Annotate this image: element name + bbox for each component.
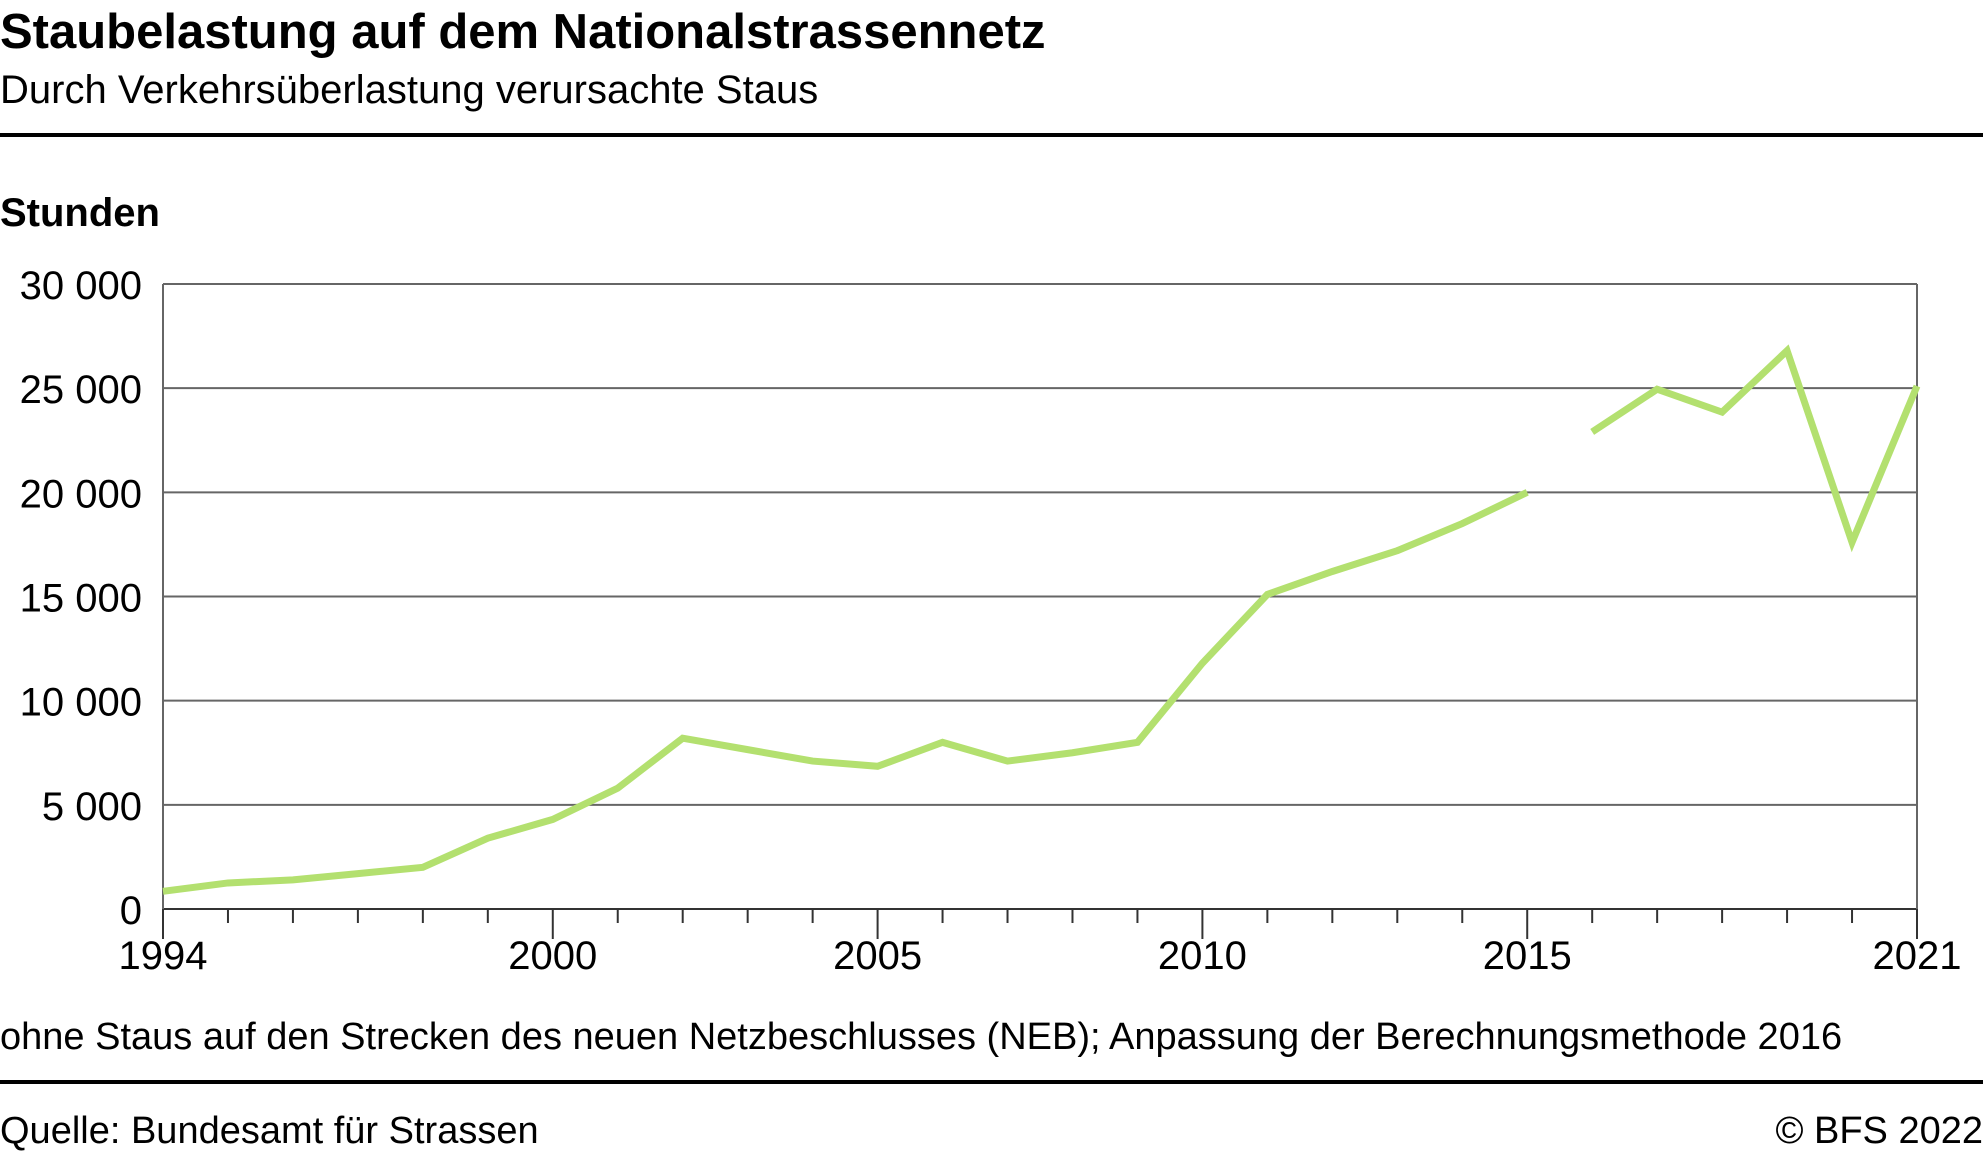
y-tick-label: 10 000 — [20, 681, 142, 725]
series-line-segment — [1590, 344, 1921, 553]
footer-divider — [0, 1080, 1983, 1084]
y-tick-label: 15 000 — [20, 577, 142, 621]
x-tick-label: 1994 — [119, 934, 208, 978]
source-label: Quelle: Bundesamt für Strassen — [0, 1110, 539, 1152]
line-chart: 0 5 000 10 000 15 000 20 000 25 000 30 000 1994… — [20, 264, 1962, 978]
series-line-segment — [162, 489, 1529, 895]
y-tick-label: 25 000 — [20, 368, 142, 412]
y-tick-label: 0 — [120, 889, 142, 933]
series-layer — [162, 344, 1921, 895]
x-tick-label: 2000 — [508, 934, 597, 978]
chart-title: Staubelastung auf dem Nationalstrassenne… — [0, 5, 1046, 59]
chart-footnote: ohne Staus auf den Strecken des neuen Ne… — [0, 1016, 1843, 1058]
y-tick-label: 30 000 — [20, 264, 142, 308]
copyright-label: © BFS 2022 — [1775, 1110, 1983, 1152]
y-tick-label: 20 000 — [20, 472, 142, 516]
x-tick-label: 2021 — [1873, 934, 1962, 978]
y-axis-unit-label: Stunden — [0, 191, 160, 235]
chart-subtitle: Durch Verkehrsüberlastung verursachte St… — [0, 68, 819, 112]
axis-layer: 0 5 000 10 000 15 000 20 000 25 000 30 000 1994… — [20, 264, 1962, 978]
x-tick-label: 2005 — [833, 934, 922, 978]
x-tick-label: 2015 — [1483, 934, 1572, 978]
x-tick-label: 2010 — [1158, 934, 1247, 978]
y-tick-label: 5 000 — [42, 785, 142, 829]
header-divider — [0, 133, 1983, 137]
grid-layer — [162, 283, 1918, 910]
